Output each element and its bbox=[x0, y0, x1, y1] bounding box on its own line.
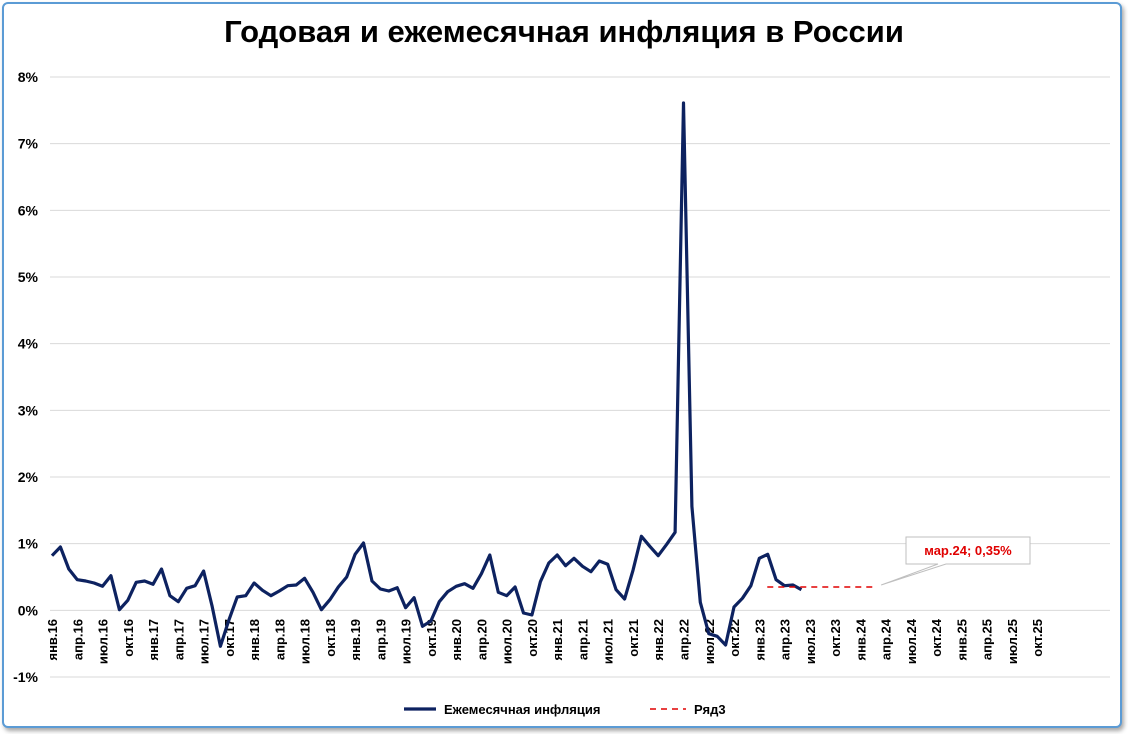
callout-box bbox=[880, 536, 1031, 586]
chart-title: Годовая и ежемесячная инфляция в России bbox=[224, 14, 904, 49]
x-tick-label: янв.19 bbox=[348, 619, 363, 661]
x-tick-label: апр.19 bbox=[373, 619, 388, 660]
series-line-monthly-inflation bbox=[50, 101, 803, 648]
x-tick-label: окт.19 bbox=[424, 619, 439, 657]
x-tick-label: апр.18 bbox=[272, 619, 287, 660]
x-tick-label: янв.25 bbox=[954, 619, 969, 661]
x-tick-label: июл.21 bbox=[601, 619, 616, 664]
y-axis-ticks: -1% 0% 1% 2% 3% 4% 5% 6% 7% 8% bbox=[13, 69, 38, 685]
legend-label-ryad3: Ряд3 bbox=[694, 702, 726, 717]
y-tick-label: -1% bbox=[13, 669, 38, 685]
x-tick-label: апр.22 bbox=[677, 619, 692, 660]
x-tick-label: июл.19 bbox=[399, 619, 414, 664]
y-tick-label: 6% bbox=[18, 202, 39, 218]
y-tick-label: 3% bbox=[18, 402, 39, 418]
x-tick-label: апр.25 bbox=[980, 619, 995, 660]
x-tick-label: окт.20 bbox=[525, 619, 540, 657]
x-tick-label: апр.23 bbox=[778, 619, 793, 660]
x-tick-label: янв.24 bbox=[853, 618, 868, 660]
x-tick-label: июл.22 bbox=[702, 619, 717, 664]
x-tick-label: янв.22 bbox=[651, 619, 666, 661]
y-tick-label: 1% bbox=[18, 536, 39, 552]
x-tick-label: апр.16 bbox=[70, 619, 85, 660]
legend-label-monthly-inflation: Ежемесячная инфляция bbox=[444, 702, 600, 717]
y-tick-label: 8% bbox=[18, 69, 39, 85]
x-tick-label: окт.18 bbox=[323, 619, 338, 657]
y-tick-label: 0% bbox=[18, 602, 39, 618]
x-tick-label: июл.20 bbox=[500, 619, 515, 664]
x-tick-label: июл.23 bbox=[803, 619, 818, 664]
x-tick-label: июл.17 bbox=[197, 619, 212, 664]
y-tick-label: 7% bbox=[18, 136, 39, 152]
x-tick-label: апр.24 bbox=[879, 618, 894, 660]
x-tick-label: июл.25 bbox=[1005, 619, 1020, 664]
x-tick-label: янв.17 bbox=[146, 619, 161, 661]
x-tick-label: янв.23 bbox=[752, 619, 767, 661]
x-tick-label: окт.23 bbox=[828, 619, 843, 657]
series-lines bbox=[50, 101, 878, 648]
x-tick-label: апр.20 bbox=[474, 619, 489, 660]
x-tick-label: окт.21 bbox=[626, 619, 641, 657]
x-tick-label: янв.20 bbox=[449, 619, 464, 661]
data-callout: мар.24; 0,35% bbox=[880, 536, 1031, 586]
x-tick-label: июл.18 bbox=[298, 619, 313, 664]
x-tick-label: апр.21 bbox=[575, 619, 590, 660]
y-tick-label: 5% bbox=[18, 269, 39, 285]
x-tick-label: янв.21 bbox=[550, 619, 565, 661]
legend: Ежемесячная инфляция Ряд3 bbox=[404, 702, 726, 717]
x-tick-label: окт.16 bbox=[121, 619, 136, 657]
x-tick-label: июл.24 bbox=[904, 618, 919, 664]
y-tick-label: 2% bbox=[18, 469, 39, 485]
x-tick-label: июл.16 bbox=[96, 619, 111, 664]
x-tick-label: окт.24 bbox=[929, 618, 944, 657]
y-tick-label: 4% bbox=[18, 336, 39, 352]
callout-label: мар.24; 0,35% bbox=[924, 543, 1012, 558]
x-axis-ticks: янв.16 апр.16 июл.16 окт.16 янв.17 апр.17 июл.… bbox=[45, 618, 1045, 664]
x-tick-label: янв.16 bbox=[45, 619, 60, 661]
x-tick-label: апр.17 bbox=[171, 619, 186, 660]
x-tick-label: янв.18 bbox=[247, 619, 262, 661]
x-tick-label: окт.25 bbox=[1030, 619, 1045, 657]
